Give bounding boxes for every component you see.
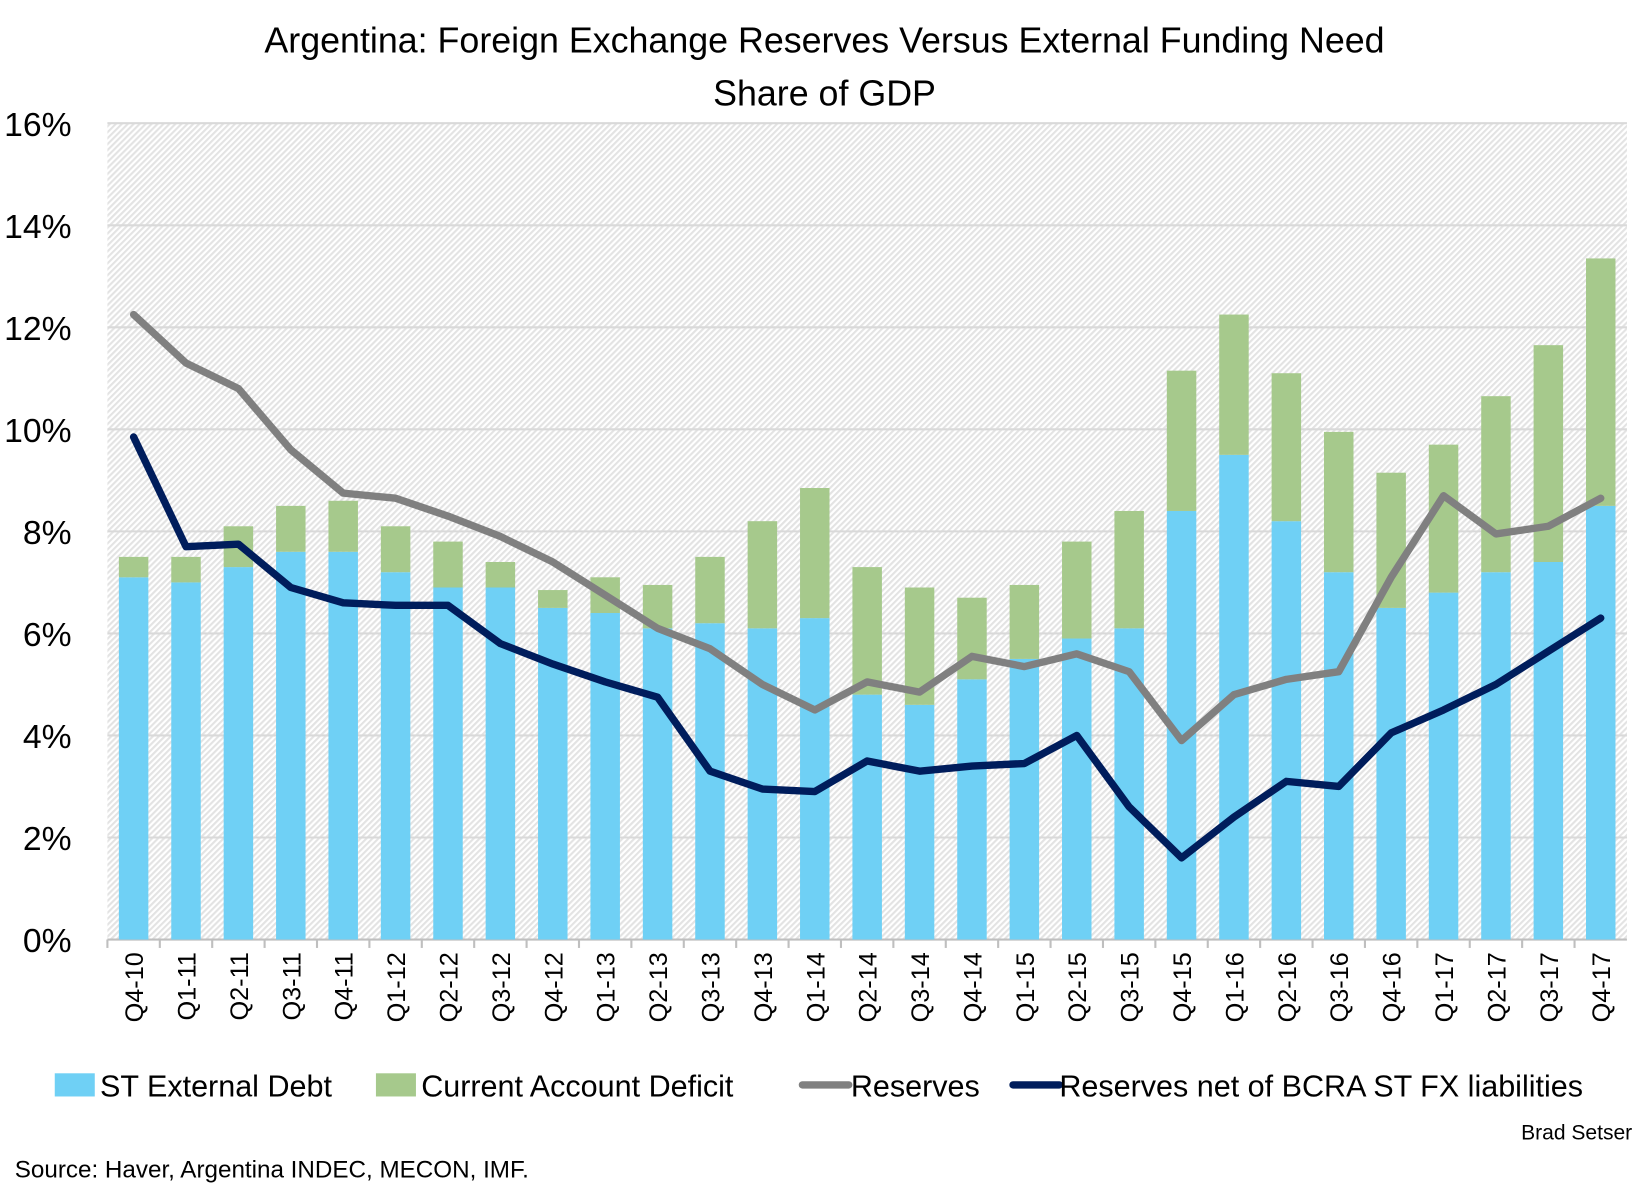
x-tick-label: Q1-14 [802,952,830,1022]
bar-current-account-deficit [171,556,201,583]
x-tick-label: Q2-13 [645,952,673,1022]
bar-current-account-deficit [852,567,882,695]
y-tick-label: 14% [4,208,71,246]
x-tick-label: Q2-14 [855,952,883,1022]
y-tick-label: 10% [4,412,71,450]
bar-st-external-debt [276,551,306,940]
bar-st-external-debt [590,613,620,940]
legend-item: ST External Debt [54,1069,332,1103]
bar-current-account-deficit [1428,444,1459,593]
bar-st-external-debt [118,577,149,940]
x-tick-label: Q1-13 [593,952,621,1022]
bar-st-external-debt [433,587,463,940]
bar-current-account-deficit [380,526,411,573]
chart-title: Argentina: Foreign Exchange Reserves Ver… [264,21,1384,61]
y-tick-label: 8% [23,514,72,552]
x-tick-label: Q1-15 [1012,952,1040,1022]
x-tick-label: Q4-13 [750,952,778,1022]
bar-st-external-debt [957,679,987,940]
x-tick-label: Q2-15 [1064,952,1092,1022]
bar-st-external-debt [1428,592,1459,940]
x-tick-label: Q3-11 [278,952,306,1020]
bar-current-account-deficit [1062,541,1092,639]
bar-current-account-deficit [695,556,725,624]
x-tick-label: Q2-12 [435,952,463,1022]
bar-st-external-debt [1009,658,1040,940]
x-tick-label: Q2-17 [1483,952,1511,1022]
y-tick-label: 0% [23,922,72,960]
bar-st-external-debt [695,623,725,940]
bar-current-account-deficit [538,590,568,608]
bar-st-external-debt [904,704,935,940]
bar-current-account-deficit [1481,396,1511,573]
x-tick-label: Q4-16 [1379,952,1407,1022]
x-tick-label: Q4-12 [540,952,568,1022]
credit-text: Brad Setser [1521,1122,1632,1145]
bar-st-external-debt [1585,505,1616,940]
bar-current-account-deficit [1271,373,1302,522]
bar-current-account-deficit [800,488,830,619]
y-tick-label: 16% [4,106,71,144]
x-tick-label: Q4-10 [121,952,149,1022]
bar-st-external-debt [328,551,358,940]
bar-current-account-deficit [1585,258,1616,506]
x-tick-label: Q3-12 [488,952,516,1022]
legend-swatch [54,1073,95,1097]
bar-st-external-debt [171,582,201,940]
bar-current-account-deficit [1376,472,1406,608]
y-tick-label: 12% [4,310,71,348]
y-tick-label: 6% [23,616,72,654]
legend-label: ST External Debt [100,1069,332,1103]
bar-st-external-debt [1271,521,1302,940]
x-tick-label: Q3-14 [907,952,935,1022]
legend-label: Current Account Deficit [421,1069,734,1103]
x-tick-label: Q1-16 [1221,952,1249,1022]
x-tick-label: Q3-16 [1326,952,1354,1022]
chart-subtitle: Share of GDP [713,73,936,113]
legend-item: Reserves net of BCRA ST FX liabilities [1009,1069,1583,1103]
bar-current-account-deficit [1009,584,1040,659]
bar-current-account-deficit [747,521,778,629]
x-tick-label: Q4-14 [959,952,987,1022]
bar-current-account-deficit [485,561,516,588]
legend-label: Reserves [851,1069,980,1103]
bar-current-account-deficit [1219,314,1249,455]
x-tick-label: Q2-11 [226,952,254,1020]
x-tick-label: Q1-17 [1431,952,1459,1022]
bar-current-account-deficit [1166,370,1197,511]
bar-current-account-deficit [276,505,306,552]
bar-st-external-debt [1481,572,1511,940]
bar-st-external-debt [1324,572,1354,940]
y-tick-label: 4% [23,718,72,756]
x-tick-label: Q3-17 [1536,952,1564,1022]
bar-st-external-debt [223,567,254,940]
bar-st-external-debt [1376,607,1406,940]
x-tick-label: Q3-15 [1117,952,1145,1022]
x-tick-label: Q3-13 [697,952,725,1022]
bar-current-account-deficit [328,500,358,552]
legend-swatch [375,1073,416,1097]
legend-item: Reserves [798,1069,980,1103]
source-text: Source: Haver, Argentina INDEC, MECON, I… [15,1157,529,1184]
bar-current-account-deficit [433,541,463,588]
x-tick-label: Q1-12 [383,952,411,1022]
x-tick-label: Q1-11 [173,952,201,1020]
x-tick-label: Q4-15 [1169,952,1197,1022]
bar-st-external-debt [1062,638,1092,940]
y-tick-label: 2% [23,820,72,858]
bar-st-external-debt [852,694,882,940]
x-tick-label: Q4-11 [331,952,359,1020]
bar-current-account-deficit [1114,510,1144,629]
bar-current-account-deficit [118,556,149,578]
bar-st-external-debt [380,572,411,940]
bar-st-external-debt [1533,561,1564,940]
bar-current-account-deficit [1324,431,1354,573]
legend-item: Current Account Deficit [375,1069,734,1103]
bar-st-external-debt [800,618,830,940]
legend-label: Reserves net of BCRA ST FX liabilities [1059,1069,1583,1103]
x-tick-label: Q2-16 [1274,952,1302,1022]
x-tick-label: Q4-17 [1588,952,1616,1022]
bar-st-external-debt [642,628,673,940]
